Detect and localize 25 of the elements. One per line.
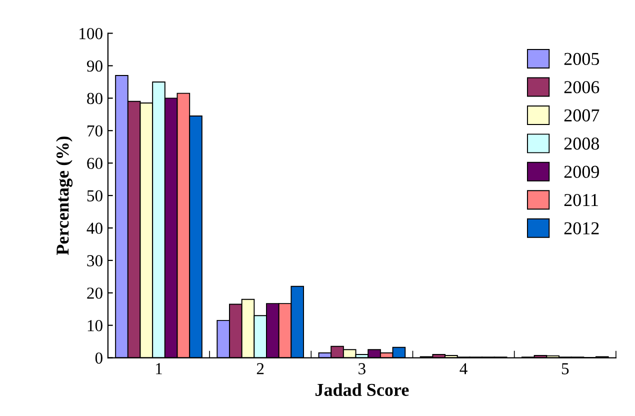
y-tick-label: 90: [86, 60, 102, 72]
y-tick-label: 10: [88, 320, 102, 332]
y-tick-label: 0: [95, 352, 102, 364]
y-tick-label: 70: [88, 125, 102, 137]
y-axis-title: Percentage (%): [56, 136, 73, 255]
legend-label: 2011: [564, 194, 598, 206]
y-tick-label: 40: [86, 222, 102, 234]
legend-label: 2008: [564, 138, 600, 150]
y-tick-label: 100: [80, 28, 102, 40]
legend-label: 2005: [564, 52, 599, 66]
x-tick-label: 3: [358, 363, 366, 374]
legend-label: 2007: [564, 109, 600, 122]
y-tick-label: 30: [87, 255, 102, 266]
x-tick-label: 2: [256, 363, 264, 374]
legend-label: 2006: [564, 81, 600, 94]
legend-label: 2012: [564, 222, 599, 234]
y-tick-label: 50: [87, 190, 102, 202]
y-tick-label: 20: [87, 288, 102, 299]
x-axis-title: Jadad Score: [316, 383, 409, 396]
x-tick-label: 1: [156, 363, 162, 374]
x-tick-label: 4: [460, 363, 468, 374]
x-tick-label: 5: [562, 363, 569, 374]
y-tick-label: 60: [87, 158, 102, 170]
legend-label: 2009: [564, 166, 599, 178]
y-tick-label: 80: [87, 92, 102, 104]
